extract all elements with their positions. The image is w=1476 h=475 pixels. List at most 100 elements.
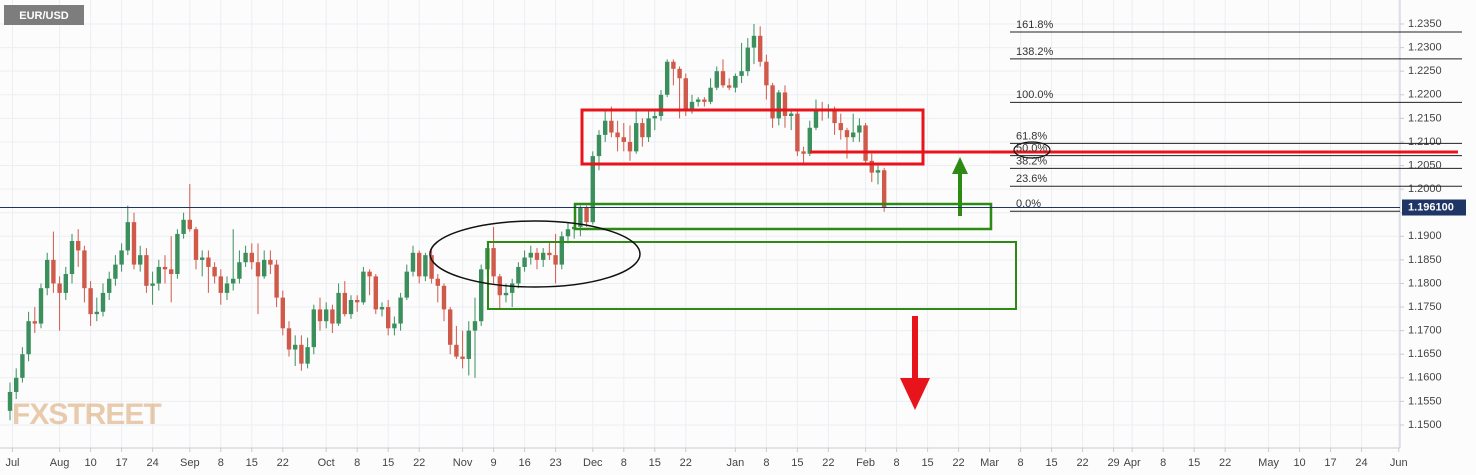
- x-tick-label: 8: [354, 457, 360, 469]
- x-tick-label: Nov: [453, 457, 473, 469]
- candle-body: [416, 252, 422, 277]
- candle-body: [218, 276, 223, 293]
- candle-body: [323, 309, 329, 322]
- y-tick-label: 1.1900: [1408, 230, 1442, 242]
- candle-body: [441, 285, 447, 310]
- candle-body: [150, 283, 155, 286]
- candle-body: [726, 85, 732, 88]
- x-tick-label: 8: [763, 457, 769, 469]
- candle-body: [156, 266, 161, 284]
- x-tick-label: 15: [649, 457, 661, 469]
- candle-body: [255, 262, 261, 277]
- candle-body: [764, 61, 769, 86]
- candle-body: [596, 134, 602, 157]
- x-tick-label: Oct: [318, 457, 335, 469]
- y-tick-label: 1.1600: [1408, 372, 1442, 384]
- candle-body: [633, 123, 639, 152]
- candle-body: [503, 292, 509, 296]
- fib-label: 23.6%: [1016, 173, 1047, 185]
- x-tick-label: 15: [921, 457, 933, 469]
- candle-body: [311, 309, 316, 348]
- fib-label: 138.2%: [1016, 46, 1054, 58]
- candle-body: [720, 71, 726, 86]
- candle-body: [187, 219, 192, 230]
- x-tick-label: Mar: [980, 457, 999, 469]
- fib-ellipse: [1013, 141, 1051, 159]
- candle-body: [547, 252, 552, 256]
- y-tick-label: 1.1800: [1408, 277, 1442, 289]
- y-tick-label: 1.1750: [1408, 301, 1442, 313]
- candle-body: [776, 92, 781, 119]
- y-tick-label: 1.1850: [1408, 254, 1442, 266]
- candle-body: [447, 309, 453, 345]
- x-tick-label: 15: [382, 457, 394, 469]
- last-price-label: 1.196100: [1408, 201, 1454, 213]
- candle-body: [478, 269, 484, 322]
- x-tick-label: 24: [146, 457, 158, 469]
- candle-body: [199, 257, 205, 260]
- x-tick-label: 15: [791, 457, 803, 469]
- candle-body: [230, 278, 236, 284]
- x-tick-label: 22: [1219, 457, 1231, 469]
- candle-body: [392, 323, 397, 329]
- candle-body: [578, 207, 583, 227]
- y-tick-label: 1.2250: [1408, 65, 1442, 77]
- x-tick-label: 15: [246, 457, 258, 469]
- candle-body: [695, 99, 701, 102]
- x-tick-label: Apr: [1124, 457, 1141, 469]
- candle-body: [379, 307, 385, 310]
- x-tick-label: 9: [491, 457, 497, 469]
- y-tick-label: 1.2350: [1408, 18, 1442, 30]
- candle-body: [131, 222, 137, 265]
- candle-body: [224, 283, 230, 293]
- consolidation-ellipse: [429, 220, 641, 288]
- candle-body: [249, 252, 254, 263]
- x-tick-label: 24: [1355, 457, 1367, 469]
- candle-body: [813, 108, 819, 128]
- candle-body: [850, 132, 856, 138]
- x-tick-label: 8: [621, 457, 627, 469]
- candle-body: [472, 321, 478, 331]
- candle-body: [137, 255, 143, 265]
- candle-body: [739, 71, 744, 76]
- candle-body: [516, 266, 521, 284]
- candle-body: [757, 35, 763, 62]
- x-tick-label: 8: [894, 457, 900, 469]
- candle-body: [162, 266, 168, 270]
- candle-body: [869, 160, 874, 173]
- candle-body: [615, 132, 620, 138]
- candle-body: [733, 75, 738, 88]
- candle-body: [243, 252, 248, 263]
- candle-body: [602, 120, 608, 135]
- candle-body: [82, 250, 87, 289]
- candle-body: [540, 252, 546, 260]
- candle-body: [175, 233, 180, 275]
- candle-body: [671, 61, 676, 69]
- candle-body: [875, 170, 881, 173]
- x-tick-label: May: [1258, 457, 1279, 469]
- candles: [7, 24, 887, 421]
- candle-body: [423, 255, 428, 277]
- candle-body: [683, 78, 688, 112]
- candle-body: [857, 125, 862, 133]
- x-tick-label: 15: [1045, 457, 1057, 469]
- x-tick-label: Aug: [50, 457, 70, 469]
- x-tick-label: 22: [822, 457, 834, 469]
- fib-label: 50.0%: [1016, 143, 1047, 155]
- fib-label: 61.8%: [1016, 130, 1047, 142]
- x-tick-label: 10: [84, 457, 96, 469]
- candle-body: [20, 354, 25, 378]
- candle-body: [385, 307, 391, 329]
- y-tick-label: 1.1500: [1408, 419, 1442, 431]
- candle-body: [646, 118, 651, 138]
- y-tick-label: 1.1700: [1408, 325, 1442, 337]
- candle-body: [702, 99, 707, 102]
- candle-body: [627, 141, 633, 152]
- candle-body: [75, 241, 81, 251]
- candle-body: [63, 274, 68, 293]
- candle-body: [689, 101, 695, 112]
- x-tick-label: Sep: [180, 457, 200, 469]
- candle-body: [528, 252, 533, 258]
